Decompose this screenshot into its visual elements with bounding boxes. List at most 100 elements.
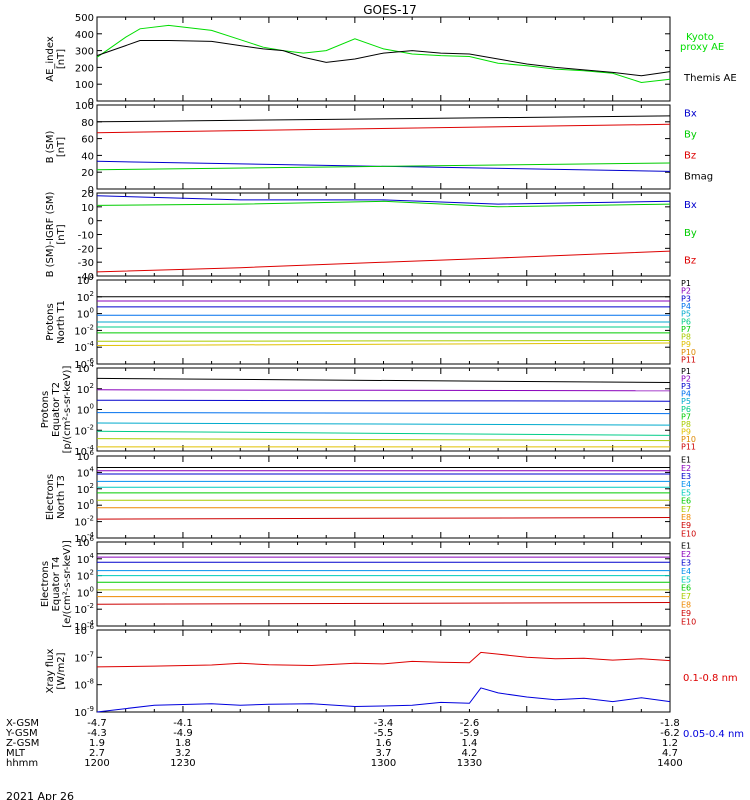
legend-label: E9 bbox=[681, 521, 691, 530]
y-tick-label: 40 bbox=[81, 151, 94, 162]
y-axis-label: Xray flux bbox=[45, 649, 56, 694]
y-axis-label: Equator T4 bbox=[51, 557, 62, 612]
legend-label: P2 bbox=[681, 375, 691, 384]
series-line bbox=[96, 250, 671, 273]
footer-row-label: MLT bbox=[6, 748, 26, 759]
legend-label: P6 bbox=[681, 405, 691, 414]
legend-label: Kyoto bbox=[686, 32, 714, 43]
legend-label: E6 bbox=[681, 497, 691, 506]
legend-label: E5 bbox=[681, 575, 691, 584]
footer-row-value: 2.7 bbox=[89, 748, 105, 759]
footer-row-label: hhmm bbox=[6, 758, 38, 769]
series-line bbox=[96, 438, 671, 442]
y-axis-label: North T3 bbox=[56, 475, 67, 519]
y-tick-label: 100 bbox=[77, 498, 94, 512]
legend-label: P8 bbox=[681, 333, 691, 342]
footer-row-value: 3.7 bbox=[376, 748, 392, 759]
y-tick-label: 104 bbox=[77, 361, 95, 375]
legend-label: Bx bbox=[684, 109, 697, 120]
y-axis-label: North T1 bbox=[56, 300, 67, 344]
plot-title: GOES-17 bbox=[363, 3, 417, 17]
y-tick-label: 10-2 bbox=[74, 515, 94, 529]
y-tick-label: 80 bbox=[81, 118, 94, 129]
panel-2: 0 20 40 60 80 100 B (SM) [nT] Bx By Bz Bmag bbox=[45, 101, 713, 196]
footer-row-value: -1.8 bbox=[660, 718, 680, 729]
legend-label: P5 bbox=[681, 310, 691, 319]
footer-row-label: X-GSM bbox=[6, 718, 39, 729]
footer-row-value: -3.4 bbox=[374, 718, 394, 729]
y-axis-label: B (SM)-IGRF (SM) bbox=[45, 192, 56, 278]
y-tick-label: 10-8 bbox=[74, 678, 94, 692]
y-tick-label: 10-4 bbox=[74, 340, 94, 354]
y-tick-label: 10-2 bbox=[74, 602, 94, 616]
footer-row-value: 1.4 bbox=[461, 738, 477, 749]
footer-row-value: 1.8 bbox=[175, 738, 191, 749]
panel-frame bbox=[96, 629, 671, 713]
footer-row-label: Z-GSM bbox=[6, 738, 39, 749]
y-tick-label: 20 bbox=[81, 189, 94, 200]
y-tick-label: -30 bbox=[78, 258, 94, 269]
legend-label: P1 bbox=[681, 367, 691, 376]
footer-row-value: -6.2 bbox=[660, 728, 680, 739]
footer-row-value: 4.2 bbox=[461, 748, 477, 759]
footer-row-value: -4.9 bbox=[173, 728, 193, 739]
legend-label: Bz bbox=[684, 151, 696, 162]
series-line bbox=[96, 399, 671, 402]
footer-row-value: 1200 bbox=[84, 758, 109, 769]
footer-date: 2021 Apr 26 bbox=[6, 790, 74, 800]
legend-label: P7 bbox=[681, 325, 691, 334]
footer-row-value: 1400 bbox=[657, 758, 682, 769]
y-tick-label: 10-7 bbox=[74, 650, 94, 664]
y-tick-label: 102 bbox=[77, 482, 94, 496]
series-line bbox=[96, 340, 671, 342]
legend-label: E1 bbox=[681, 542, 691, 551]
y-tick-label: 106 bbox=[77, 449, 95, 463]
y-axis-label: Protons bbox=[40, 391, 51, 428]
legend-label: Bz bbox=[684, 256, 696, 267]
footer-row-value: 1300 bbox=[371, 758, 396, 769]
legend-label: Bx bbox=[684, 200, 697, 211]
y-tick-label: 0 bbox=[88, 97, 94, 108]
panel-frame bbox=[96, 104, 671, 190]
footer-row-value: -5.9 bbox=[460, 728, 480, 739]
y-tick-label: 104 bbox=[77, 552, 95, 566]
legend-label: P11 bbox=[681, 442, 696, 451]
y-axis-label: [nT] bbox=[56, 137, 67, 157]
legend-label: E4 bbox=[681, 567, 691, 576]
series-line bbox=[96, 517, 671, 520]
legend-label: Bmag bbox=[684, 172, 713, 183]
y-axis-label: [e/(cm²-s-sr-keV)] bbox=[62, 540, 73, 628]
legend-label: P4 bbox=[681, 390, 691, 399]
series-line bbox=[96, 422, 671, 426]
series-line bbox=[96, 195, 671, 205]
y-tick-label: 20 bbox=[81, 168, 94, 179]
y-tick-label: -20 bbox=[78, 244, 94, 255]
panel-frame bbox=[96, 541, 671, 627]
legend-label: P4 bbox=[681, 302, 691, 311]
legend-label: P9 bbox=[681, 340, 691, 349]
y-axis-label: Electrons bbox=[40, 561, 51, 607]
legend-label: By bbox=[684, 130, 697, 141]
footer-row-value: 1230 bbox=[170, 758, 195, 769]
y-tick-label: 102 bbox=[77, 290, 94, 304]
series-line bbox=[96, 651, 671, 668]
y-axis-label: Protons bbox=[45, 303, 56, 340]
legend-label: E3 bbox=[681, 472, 691, 481]
y-tick-label: 10 bbox=[81, 203, 94, 214]
y-tick-label: 10-6 bbox=[74, 623, 94, 637]
y-tick-label: 100 bbox=[77, 403, 94, 417]
series-line bbox=[96, 123, 671, 134]
footer-row-value: -2.6 bbox=[460, 718, 480, 729]
legend-label: E7 bbox=[681, 505, 691, 514]
legend-label: 0.05-0.4 nm bbox=[683, 729, 744, 740]
legend-label: By bbox=[684, 228, 697, 239]
y-tick-label: 0 bbox=[88, 185, 94, 196]
y-tick-label: 100 bbox=[77, 585, 94, 599]
legend-label: P9 bbox=[681, 427, 691, 436]
y-tick-label: 104 bbox=[77, 465, 95, 479]
series-line bbox=[96, 40, 671, 77]
series-line bbox=[96, 687, 671, 713]
